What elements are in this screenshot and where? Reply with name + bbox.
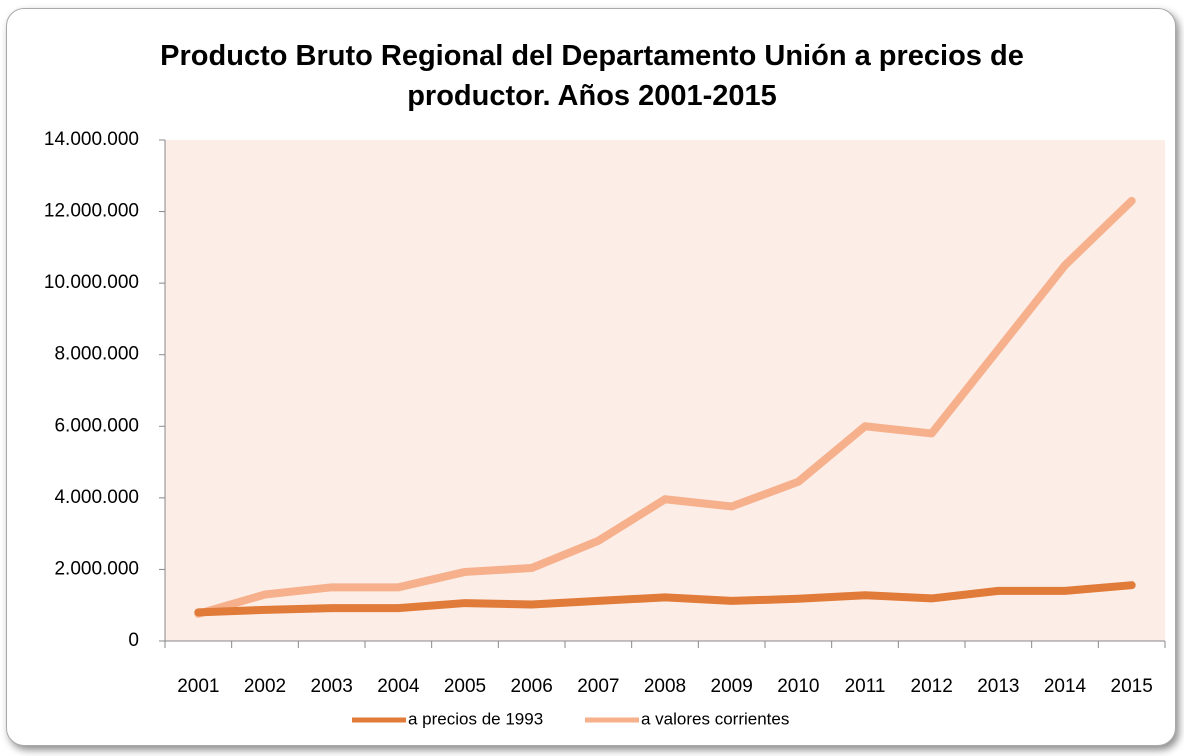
x-tick-label: 2004 (377, 676, 420, 697)
x-tick-label: 2007 (577, 676, 619, 697)
y-tick-label: 4.000.000 (54, 487, 139, 508)
x-tick-label: 2006 (511, 676, 553, 697)
series-line (194, 196, 1136, 618)
y-tick-label: 12.000.000 (44, 201, 139, 222)
x-tick-label: 2015 (1111, 676, 1153, 697)
x-tick-label: 2002 (244, 676, 286, 697)
y-tick-label: 6.000.000 (54, 415, 139, 436)
y-tick-label: 8.000.000 (54, 344, 139, 365)
x-tick-label: 2008 (644, 676, 686, 697)
x-tick-label: 2011 (845, 676, 886, 697)
x-tick-label: 2003 (311, 676, 353, 697)
x-tick-label: 2012 (911, 676, 953, 697)
x-tick-label: 2013 (977, 676, 1019, 697)
x-tick-label: 2010 (777, 676, 819, 697)
legend-label: a precios de 1993 (408, 709, 543, 728)
y-tick-label: 14.000.000 (44, 129, 139, 150)
y-tick-label: 2.000.000 (54, 558, 139, 579)
legend-label: a valores corrientes (641, 709, 789, 728)
series-line (194, 581, 1136, 617)
x-tick-label: 2005 (444, 676, 486, 697)
y-tick-label: 10.000.000 (44, 272, 139, 293)
x-tick-label: 2001 (177, 676, 219, 697)
plot-area (165, 140, 1165, 641)
x-tick-label: 2014 (1044, 676, 1087, 697)
x-tick-label: 2009 (711, 676, 753, 697)
y-tick-label: 0 (128, 630, 139, 651)
chart-title: Producto Bruto Regional del Departamento… (160, 40, 1024, 112)
